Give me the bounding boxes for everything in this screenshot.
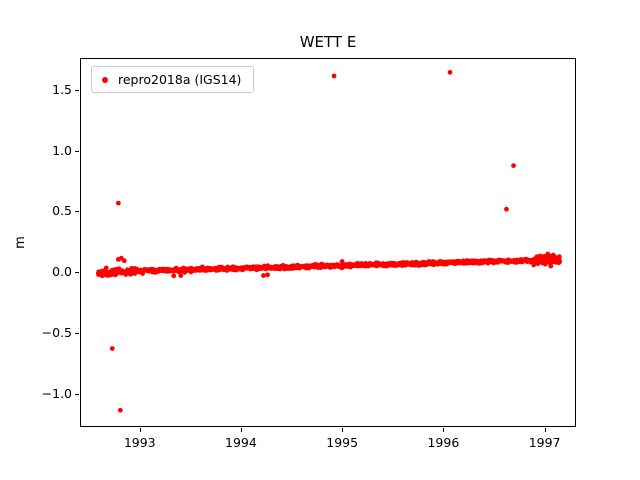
legend-label: repro2018a (IGS14)	[118, 72, 242, 87]
data-point	[511, 163, 516, 169]
x-tick-label: 1994	[225, 435, 257, 450]
x-tick-label: 1996	[427, 435, 460, 450]
y-tick-label: 0.5	[52, 203, 72, 219]
data-point	[109, 346, 115, 351]
data-point	[504, 206, 509, 212]
y-tick-mark	[75, 211, 79, 213]
y-tick-label: −1.0	[41, 386, 72, 402]
x-tick-mark	[544, 428, 546, 432]
legend: repro2018a (IGS14)	[91, 66, 255, 93]
y-tick-mark	[75, 333, 79, 335]
y-tick-label: −0.5	[41, 325, 72, 341]
x-tick-mark	[240, 428, 242, 432]
data-point	[557, 254, 562, 259]
x-tick-mark	[342, 428, 344, 432]
y-tick-mark	[75, 89, 79, 91]
x-tick-mark	[139, 428, 141, 432]
y-tick-mark	[75, 394, 79, 396]
y-tick-mark	[75, 150, 79, 152]
data-point	[557, 259, 563, 265]
data-point	[265, 272, 270, 278]
plot-area: repro2018a (IGS14)	[80, 58, 576, 427]
data-point	[447, 69, 453, 75]
data-point	[261, 273, 266, 278]
legend-marker-dot	[102, 76, 108, 83]
data-point	[178, 273, 184, 278]
data-point	[331, 73, 337, 79]
data-point	[115, 200, 121, 206]
data-point	[548, 263, 554, 269]
chart-title: WETT E	[299, 33, 357, 51]
data-point	[121, 258, 127, 264]
y-tick-label: 0.0	[52, 264, 72, 280]
data-point	[99, 273, 105, 279]
y-tick-mark	[75, 272, 79, 274]
data-point	[117, 407, 123, 413]
x-tick-mark	[443, 428, 445, 432]
y-tick-label: 1.0	[52, 142, 72, 158]
data-point	[103, 265, 109, 271]
x-tick-label: 1997	[528, 435, 561, 450]
y-axis-label: m	[12, 236, 28, 249]
scatter-points	[95, 69, 563, 413]
x-tick-label: 1995	[326, 435, 359, 450]
data-point	[339, 259, 345, 264]
data-point	[545, 251, 551, 257]
y-tick-label: 1.5	[52, 81, 72, 97]
x-tick-label: 1993	[123, 435, 156, 450]
data-point	[171, 273, 177, 279]
